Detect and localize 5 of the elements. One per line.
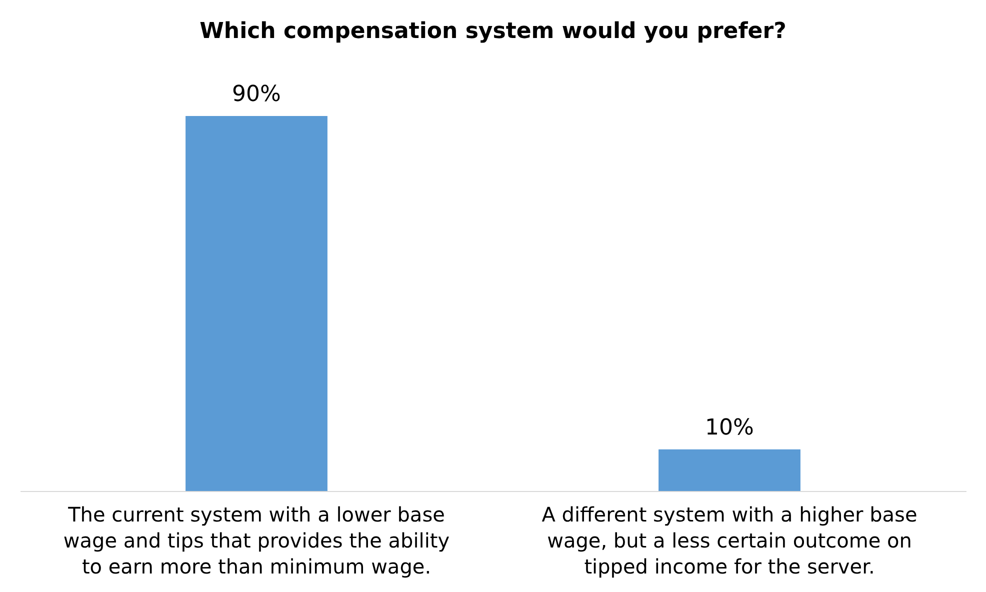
data-label: 10% [705, 415, 754, 440]
data-label: 90% [232, 82, 281, 107]
x-tick-label: The current system with a lower base wage and tips that provides the ability to earn more than minimum wage. [63, 502, 450, 578]
x-tick-label: A different system with a higher base wage, but a less certain outcome on tipped income for the server. [542, 502, 918, 578]
chart-title: Which compensation system would you prefer? [200, 19, 786, 44]
